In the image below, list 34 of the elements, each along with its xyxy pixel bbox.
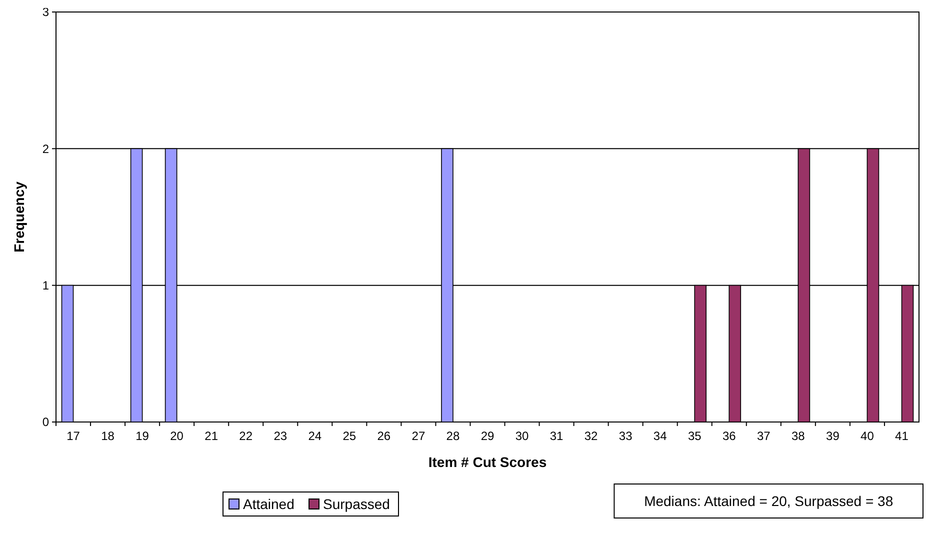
x-tick-label: 19: [136, 429, 150, 443]
x-tick-label: 32: [584, 429, 598, 443]
x-tick-label: 37: [756, 429, 771, 443]
legend-label: Attained: [243, 496, 294, 512]
x-tick-label: 38: [792, 429, 806, 443]
y-tick-label: 2: [42, 142, 50, 156]
x-tick-label: 26: [377, 429, 391, 443]
y-tick-label: 3: [42, 5, 50, 20]
x-tick-label: 41: [895, 429, 909, 443]
y-tick-label: 0: [42, 415, 50, 430]
text: Medians: Attained = 20, Surpassed = 38: [644, 492, 894, 509]
x-tick-label: 28: [446, 429, 460, 443]
x-tick-label: 39: [826, 429, 840, 443]
x-tick-label: 36: [722, 429, 736, 443]
x-tick-label: 34: [653, 429, 668, 443]
x-tick-label: 35: [688, 429, 702, 443]
x-tick-label: 24: [308, 429, 322, 443]
x-axis-title: Item # Cut Scores: [428, 454, 547, 470]
x-tick-label: 17: [66, 429, 80, 443]
x-tick-label: 18: [101, 429, 115, 443]
x-tick-label: 23: [274, 429, 288, 443]
x-tick-label: 31: [550, 429, 564, 443]
x-tick-label: 20: [170, 429, 184, 443]
legend-label: Surpassed: [323, 496, 390, 512]
x-tick-label: 22: [239, 429, 253, 443]
x-tick-label: 30: [515, 429, 530, 443]
y-axis-title: Frequency: [11, 181, 27, 252]
x-tick-label: 27: [412, 429, 426, 443]
x-tick-label: 29: [480, 429, 494, 443]
x-tick-label: 40: [860, 429, 874, 443]
y-tick-label: 1: [42, 278, 50, 293]
x-tick-label: 25: [342, 429, 356, 443]
x-tick-label: 33: [618, 429, 633, 443]
x-tick-label: 21: [204, 429, 218, 443]
